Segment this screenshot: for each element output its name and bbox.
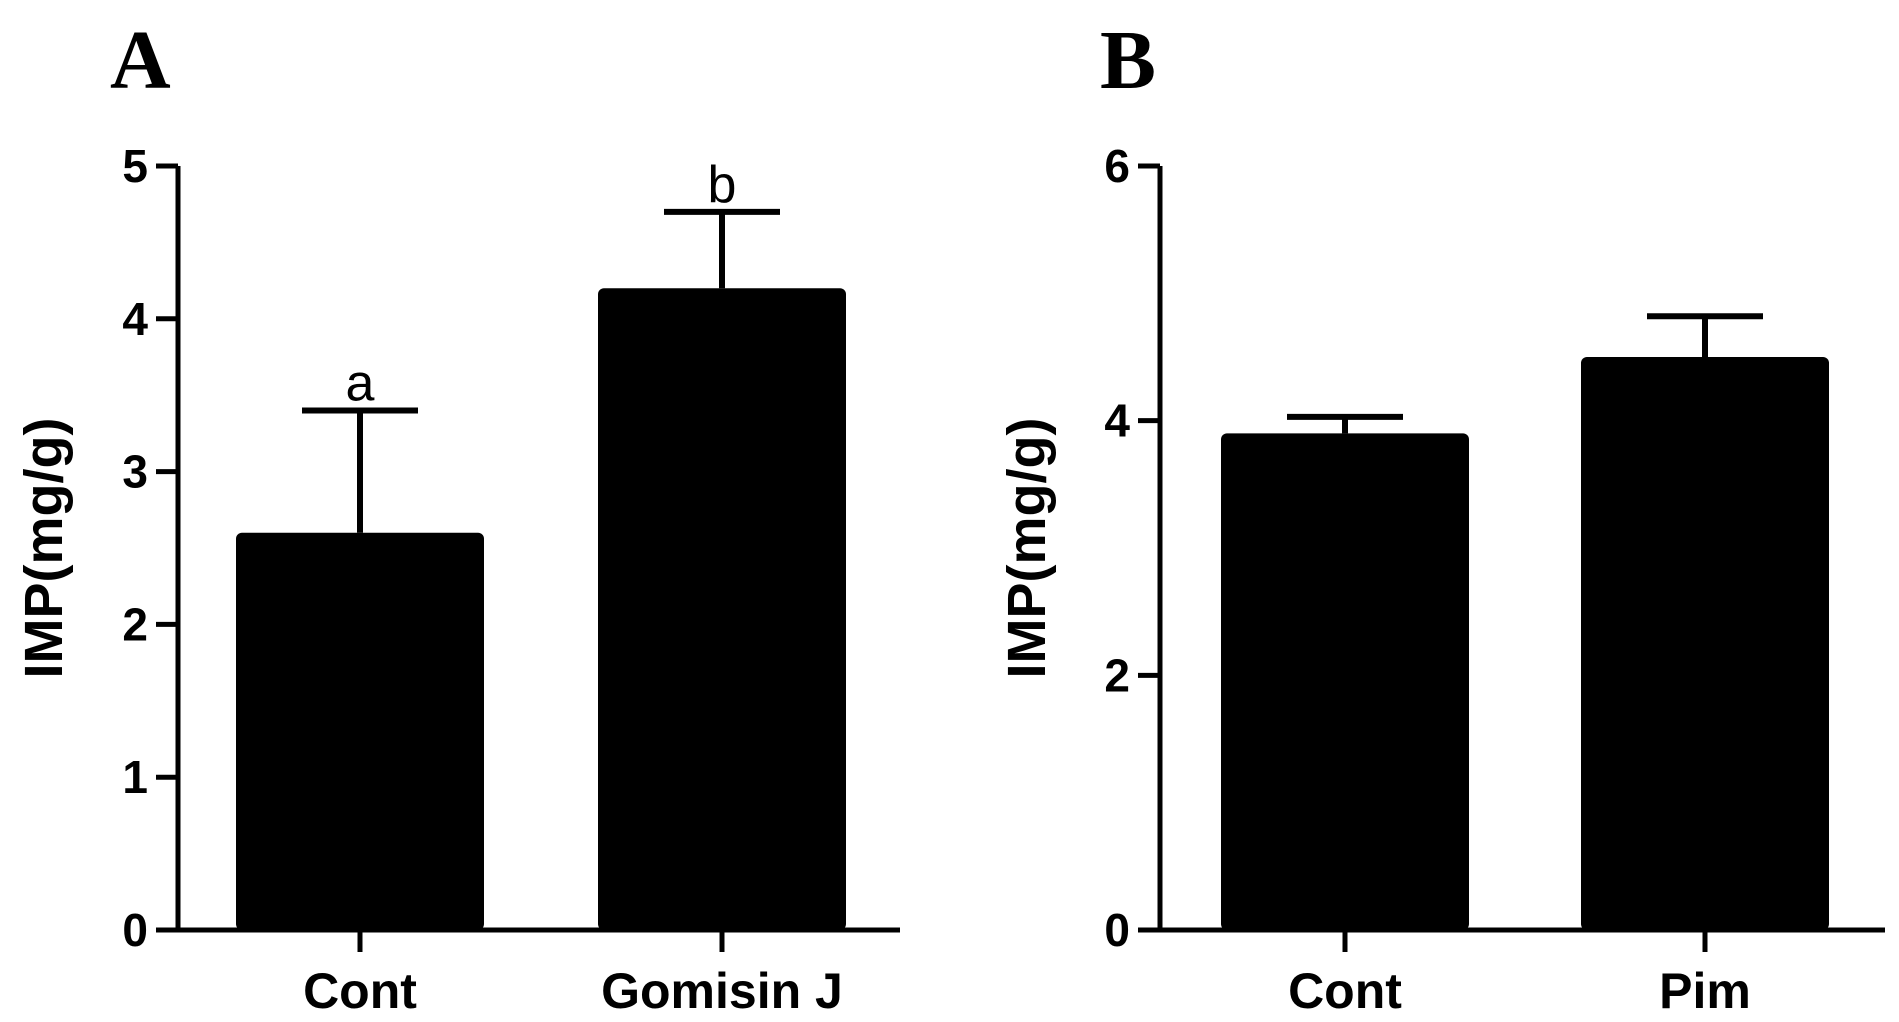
y-tick-label: 2 xyxy=(1104,649,1130,701)
bar xyxy=(1221,433,1469,930)
y-tick-label: 1 xyxy=(122,751,148,803)
y-tick-label: 6 xyxy=(1104,140,1130,192)
panel-letter: A xyxy=(110,14,171,107)
significance-label: b xyxy=(708,156,737,214)
y-axis-title: IMP(mg/g) xyxy=(14,418,74,679)
panel-b: B IMP(mg/g) 0 2 4 6 Cont Pim xyxy=(997,14,1885,1019)
panel-a: A IMP(mg/g) 0 1 2 3 4 5 Cont a Gomisin J b xyxy=(14,14,900,1019)
y-tick-label: 4 xyxy=(122,293,148,345)
x-tick-label: Cont xyxy=(1288,963,1402,1019)
y-tick-label: 4 xyxy=(1104,395,1130,447)
y-tick-label: 0 xyxy=(122,904,148,956)
x-tick-label: Cont xyxy=(303,963,417,1019)
x-tick-label: Pim xyxy=(1659,963,1751,1019)
y-tick-label: 0 xyxy=(1104,904,1130,956)
significance-label: a xyxy=(346,354,375,412)
x-tick-label: Gomisin J xyxy=(601,963,843,1019)
y-tick-label: 5 xyxy=(122,140,148,192)
bar xyxy=(236,532,484,930)
y-axis-title: IMP(mg/g) xyxy=(997,418,1057,679)
y-tick-label: 3 xyxy=(122,446,148,498)
bar xyxy=(1581,357,1829,930)
bar xyxy=(598,288,846,930)
y-tick-label: 2 xyxy=(122,598,148,650)
panel-letter: B xyxy=(1100,14,1156,107)
